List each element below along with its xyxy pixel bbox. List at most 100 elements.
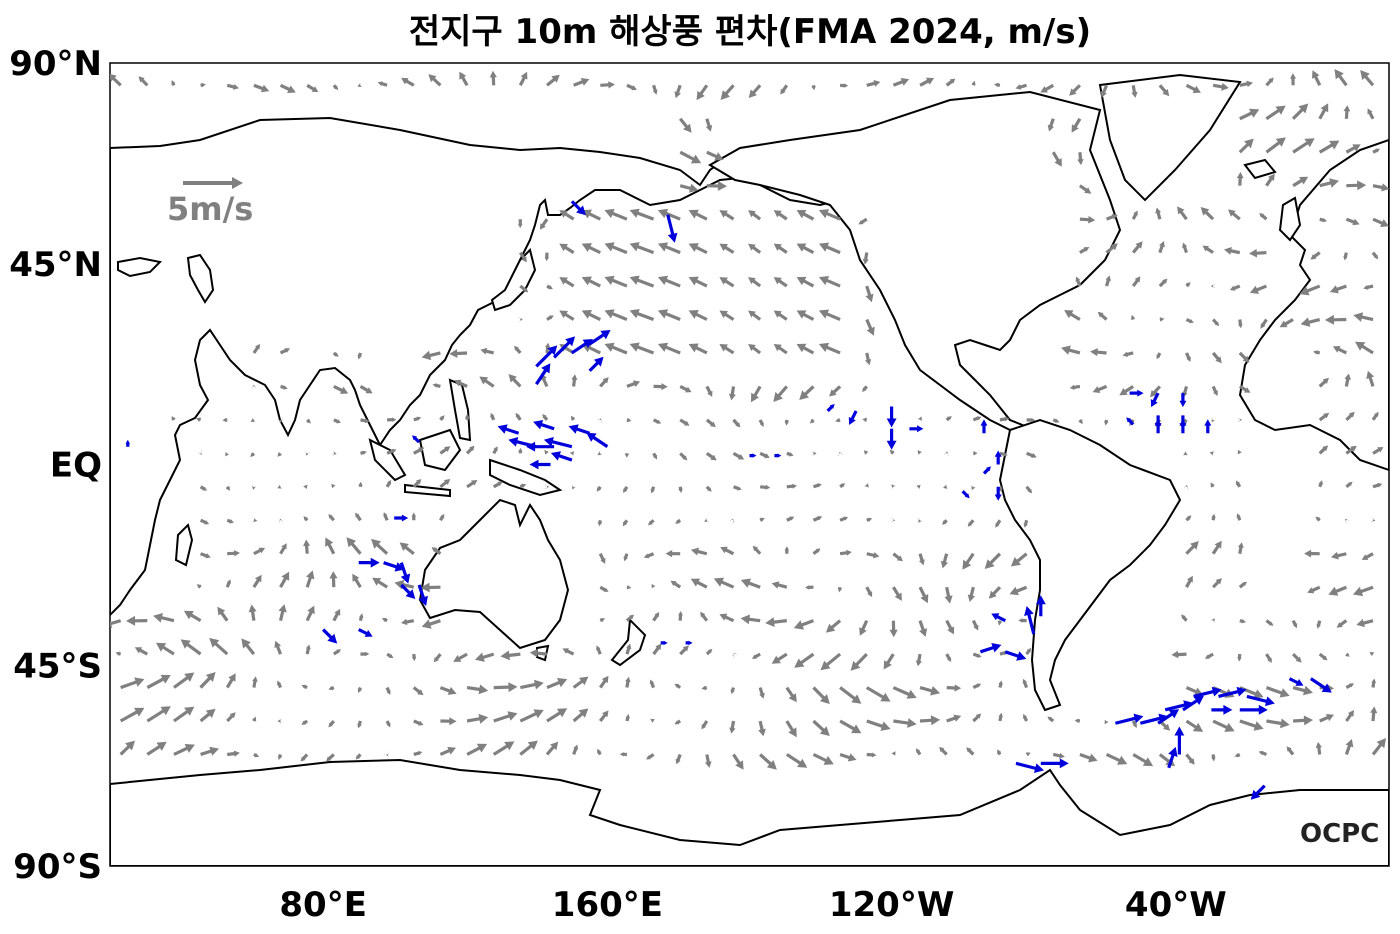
wind-vector: [171, 416, 176, 421]
wind-vector: [705, 485, 712, 492]
wind-vector: [1010, 552, 1028, 567]
wind-vector: [1366, 370, 1375, 387]
wind-vector: [773, 277, 788, 288]
wind-vector: [839, 753, 857, 762]
wind-vector: [652, 418, 662, 424]
wind-vector: [688, 310, 708, 321]
wind-vector: [357, 352, 362, 360]
wind-vector: [153, 613, 175, 623]
wind-vector: [1249, 284, 1267, 294]
wind-vector: [1318, 377, 1329, 388]
wind-vector: [688, 209, 708, 221]
wind-vector: [332, 84, 339, 90]
wind-vector: [279, 348, 291, 355]
wind-vector: [1131, 720, 1137, 728]
wind-vector: [413, 447, 425, 455]
wind-vector: [657, 242, 681, 255]
wind-vector: [705, 385, 713, 397]
axis-labels: 90°N 45°N EQ 45°S 90°S 80°E 160°E 120°W 40°W: [9, 44, 1227, 925]
wind-vector: [1090, 348, 1107, 357]
wind-vector: [733, 485, 742, 491]
wind-vector: [858, 217, 868, 225]
significant-wind-vector: [586, 432, 609, 448]
wind-vector: [648, 519, 655, 526]
wind-vector: [1371, 678, 1376, 688]
wind-vector: [784, 546, 789, 554]
wind-vector: [720, 84, 735, 100]
wind-vector: [492, 481, 503, 489]
wind-vector: [705, 118, 713, 132]
wind-vector: [358, 613, 364, 621]
wind-vector: [1022, 678, 1029, 689]
wind-vector: [919, 715, 941, 726]
wind-vector: [1372, 217, 1389, 227]
wind-vector: [1122, 351, 1134, 357]
wind-vector: [1069, 384, 1081, 390]
wind-vector: [306, 83, 319, 93]
wind-vector: [1332, 346, 1348, 355]
wind-vector: [421, 350, 441, 361]
wind-vector: [1356, 618, 1374, 628]
significant-wind-vector: [358, 628, 373, 637]
wind-vector: [1212, 578, 1222, 589]
wind-vector: [492, 741, 515, 756]
wind-vector: [997, 749, 1002, 756]
wind-vector: [1353, 312, 1374, 322]
wind-vector: [253, 753, 260, 758]
wind-vector: [199, 708, 216, 723]
wind-vector: [596, 645, 602, 655]
wind-vector: [383, 512, 389, 521]
wind-vector: [719, 344, 735, 355]
wind-vector: [1047, 716, 1055, 723]
significant-wind-vector: [1218, 686, 1247, 698]
wind-vector: [360, 418, 370, 424]
wind-vector: [492, 446, 498, 455]
wind-vector: [303, 539, 311, 554]
wind-vector: [944, 586, 953, 604]
significant-wind-vector: [1015, 761, 1044, 773]
wind-vector: [332, 649, 341, 656]
wind-vector: [748, 310, 762, 321]
wind-vector: [248, 604, 257, 621]
wind-vector: [773, 385, 788, 402]
significant-wind-vector: [1288, 677, 1304, 686]
wind-vector: [1372, 482, 1383, 489]
wind-vector: [623, 553, 629, 562]
wind-vector: [971, 80, 976, 86]
wind-vector: [748, 344, 762, 355]
wind-vector: [1185, 541, 1199, 555]
wind-vector: [918, 553, 925, 566]
wind-vector: [751, 652, 761, 659]
wind-vector: [562, 648, 575, 656]
significant-wind-vector: [571, 339, 593, 355]
y-tick-label: 90°S: [13, 847, 102, 887]
wind-vector: [1224, 247, 1241, 255]
wind-vector: [325, 537, 336, 555]
significant-wind-vector: [1250, 784, 1266, 800]
wind-vector: [1329, 284, 1347, 294]
wind-vector: [812, 516, 823, 522]
coastline-layer: [110, 73, 1389, 866]
wind-vector: [508, 374, 522, 388]
wind-vector: [1265, 653, 1272, 663]
wind-vector: [278, 604, 287, 621]
wind-vector: [1023, 519, 1029, 528]
wind-vector: [1345, 710, 1354, 722]
wind-vector: [385, 720, 391, 728]
wind-vector: [604, 242, 628, 255]
wind-vector: [328, 514, 335, 522]
wind-vector: [197, 450, 202, 455]
wind-vector: [1211, 417, 1216, 423]
wind-vector: [346, 537, 362, 555]
wind-vector: [679, 452, 688, 461]
wind-vector: [688, 276, 708, 288]
wind-vector: [1155, 207, 1162, 220]
japan-landmass: [490, 248, 537, 312]
wind-vector: [326, 753, 335, 762]
significant-wind-vector: [553, 336, 576, 359]
wind-vector: [688, 343, 708, 355]
y-tick-label: EQ: [50, 446, 102, 486]
wind-vector: [829, 385, 842, 397]
wind-vector: [1237, 449, 1242, 455]
wind-vector: [490, 412, 496, 421]
